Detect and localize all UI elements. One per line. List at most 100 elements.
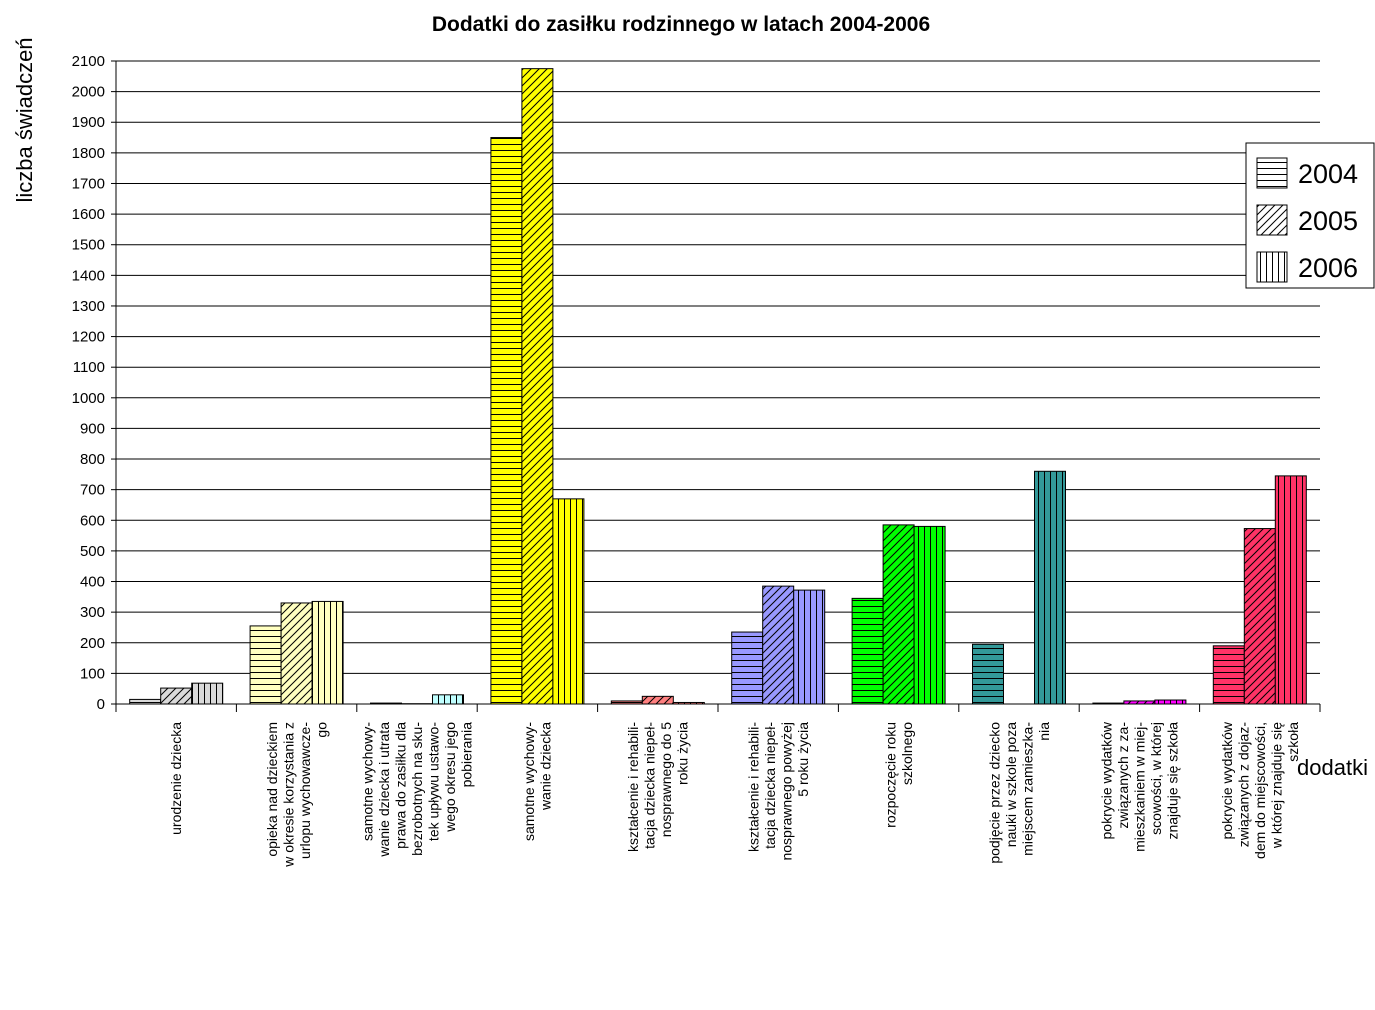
category-label-line: wego okresu jego [442, 722, 458, 833]
y-tick-label: 1500 [72, 237, 105, 254]
category-label-line: roku życia [675, 722, 691, 785]
category-label-line: w okresie korzystania z [280, 722, 296, 868]
category-label-line: kształcenie i rehabili- [745, 722, 761, 852]
category-label-line: wanie dziecka i utrata [376, 722, 392, 858]
category-label: samotne wychowy-wanie dziecka i utrata pr… [360, 722, 475, 858]
category-label-line: związanych z za- [1115, 722, 1131, 829]
bar-2006-cat-2 [311, 600, 344, 705]
bar-2006-cat-7 [913, 525, 946, 705]
category-label-line: go [313, 722, 329, 738]
legend-swatch-2004 [1256, 157, 1288, 189]
y-tick-label: 500 [80, 543, 105, 560]
category-label-line: urlopu wychowawcze- [297, 722, 313, 859]
legend: 2004 2005 2006 [1245, 142, 1375, 289]
bar-2005-cat-5 [641, 695, 674, 705]
category-label-line: związanych z dojaz- [1235, 722, 1251, 848]
bar-2006-cat-3 [432, 694, 464, 705]
bar-2004-cat-7 [851, 597, 884, 705]
bar-2006-cat-10 [1274, 475, 1307, 705]
y-tick-label: 1800 [72, 145, 105, 162]
bar-2004-cat-10 [1212, 645, 1245, 705]
category-label: urodzenie dziecka [168, 722, 184, 835]
category-label-line: urodzenie dziecka [168, 722, 184, 835]
category-label: pokrycie wydatków związanych z za-mieszka… [1098, 721, 1180, 852]
y-tick-label: 1600 [72, 206, 105, 223]
y-tick-label: 1300 [72, 298, 105, 315]
y-tick-label: 200 [80, 635, 105, 652]
category-label: rozpoczęcie roku szkolnego [882, 722, 915, 828]
category-label-line: szkoła [1285, 722, 1301, 762]
category-label-line: mieszkaniem w miej- [1131, 722, 1147, 852]
category-label: kształcenie i rehabili-tacja dziecka nie… [745, 722, 811, 861]
y-tick-label: 1400 [72, 267, 105, 284]
legend-label-2005: 2005 [1298, 206, 1358, 236]
category-label-line: dem do miejscowości, [1252, 722, 1268, 859]
category-label-line: nosprawnego powyżej [778, 722, 794, 861]
category-label-line: rozpoczęcie roku [882, 722, 898, 828]
chart-title: Dodatki do zasiłku rodzinnego w latach 2… [432, 13, 930, 36]
y-tick-label: 800 [80, 451, 105, 468]
y-tick-label: 900 [80, 420, 105, 437]
bar-2004-cat-6 [731, 631, 764, 705]
y-tick-label: 2000 [72, 84, 105, 101]
category-label-line: pokrycie wydatków [1098, 721, 1114, 839]
y-axis-title: liczba świadczeń [12, 37, 37, 202]
x-axis-title: dodatki [1297, 755, 1368, 780]
legend-label-2006: 2006 [1298, 253, 1358, 283]
category-label-line: tacja dziecka niepeł- [642, 722, 658, 849]
category-label: opieka nad dzieckiem w okresie korzystani… [264, 722, 330, 868]
bar-2004-cat-4 [490, 137, 523, 705]
y-tick-label: 300 [80, 604, 105, 621]
category-label-line: samotne wychowy- [360, 722, 376, 841]
axes [115, 61, 1321, 712]
bar-2004-cat-2 [249, 625, 282, 705]
category-label-line: pobierania [459, 722, 475, 788]
category-labels: urodzenie dziecka opieka nad dzieckiem w o… [168, 721, 1301, 868]
category-label-line: szkolnego [899, 722, 915, 785]
category-label-line: 5 roku życia [795, 722, 811, 797]
category-label-line: miejscem zamieszka- [1019, 722, 1035, 856]
category-label-line: w której znajduje się [1268, 722, 1284, 849]
y-tick-label: 1700 [72, 175, 105, 192]
bar-2006-cat-1 [191, 682, 224, 705]
y-tick-label: 1000 [72, 390, 105, 407]
y-tick-labels: 0 100 200 300 400 500 600 700 800 900 1000 1100 1200… [72, 53, 105, 713]
category-label-line: wanie dziecka [538, 722, 554, 811]
category-label-line: podjęcie przez dziecko [986, 722, 1002, 864]
category-label-line: nosprawnego do 5 [658, 722, 674, 837]
y-tick-label: 400 [80, 574, 105, 591]
bar-2006-cat-6 [793, 589, 826, 705]
bar-2005-cat-7 [882, 524, 915, 705]
bar-2005-cat-1 [160, 687, 193, 705]
category-label-line: tek upływu ustawo- [426, 722, 442, 841]
category-label: samotne wychowy-wanie dziecka [521, 722, 554, 841]
bar-2006-cat-4 [552, 498, 585, 705]
bar-2004-cat-1 [129, 698, 162, 705]
category-label: podjęcie przez dziecko nauki w szkole poz… [986, 722, 1052, 864]
y-tick-label: 100 [80, 665, 105, 682]
y-tick-label: 600 [80, 512, 105, 529]
bars [129, 68, 1307, 705]
y-tick-label: 1200 [72, 329, 105, 346]
legend-swatch-2005 [1256, 204, 1288, 236]
bar-2004-cat-8 [972, 643, 1004, 705]
category-label-line: nia [1036, 722, 1052, 741]
bar-2006-cat-8 [1034, 470, 1066, 705]
bar-2005-cat-2 [280, 602, 313, 705]
category-label-line: opieka nad dzieckiem [264, 722, 280, 857]
bar-2005-cat-6 [762, 585, 795, 705]
category-label: kształcenie i rehabili-tacja dziecka nie… [625, 722, 691, 852]
legend-swatch-2006 [1256, 251, 1288, 283]
category-label-line: pokrycie wydatków [1219, 721, 1235, 839]
y-tick-label: 2100 [72, 53, 105, 70]
category-label-line: tacja dziecka niepeł- [762, 722, 778, 849]
category-label-line: prawa do zasiłku dla [393, 722, 409, 849]
category-label-line: samotne wychowy- [521, 722, 537, 841]
y-tick-label: 1900 [72, 114, 105, 131]
category-label-line: nauki w szkole poza [1003, 722, 1019, 848]
legend-label-2004: 2004 [1298, 159, 1358, 189]
category-label-line: kształcenie i rehabili- [625, 722, 641, 852]
category-label-line: bezrobotnych na sku- [409, 722, 425, 856]
category-label-line: znajduje się szkoła [1164, 722, 1180, 840]
